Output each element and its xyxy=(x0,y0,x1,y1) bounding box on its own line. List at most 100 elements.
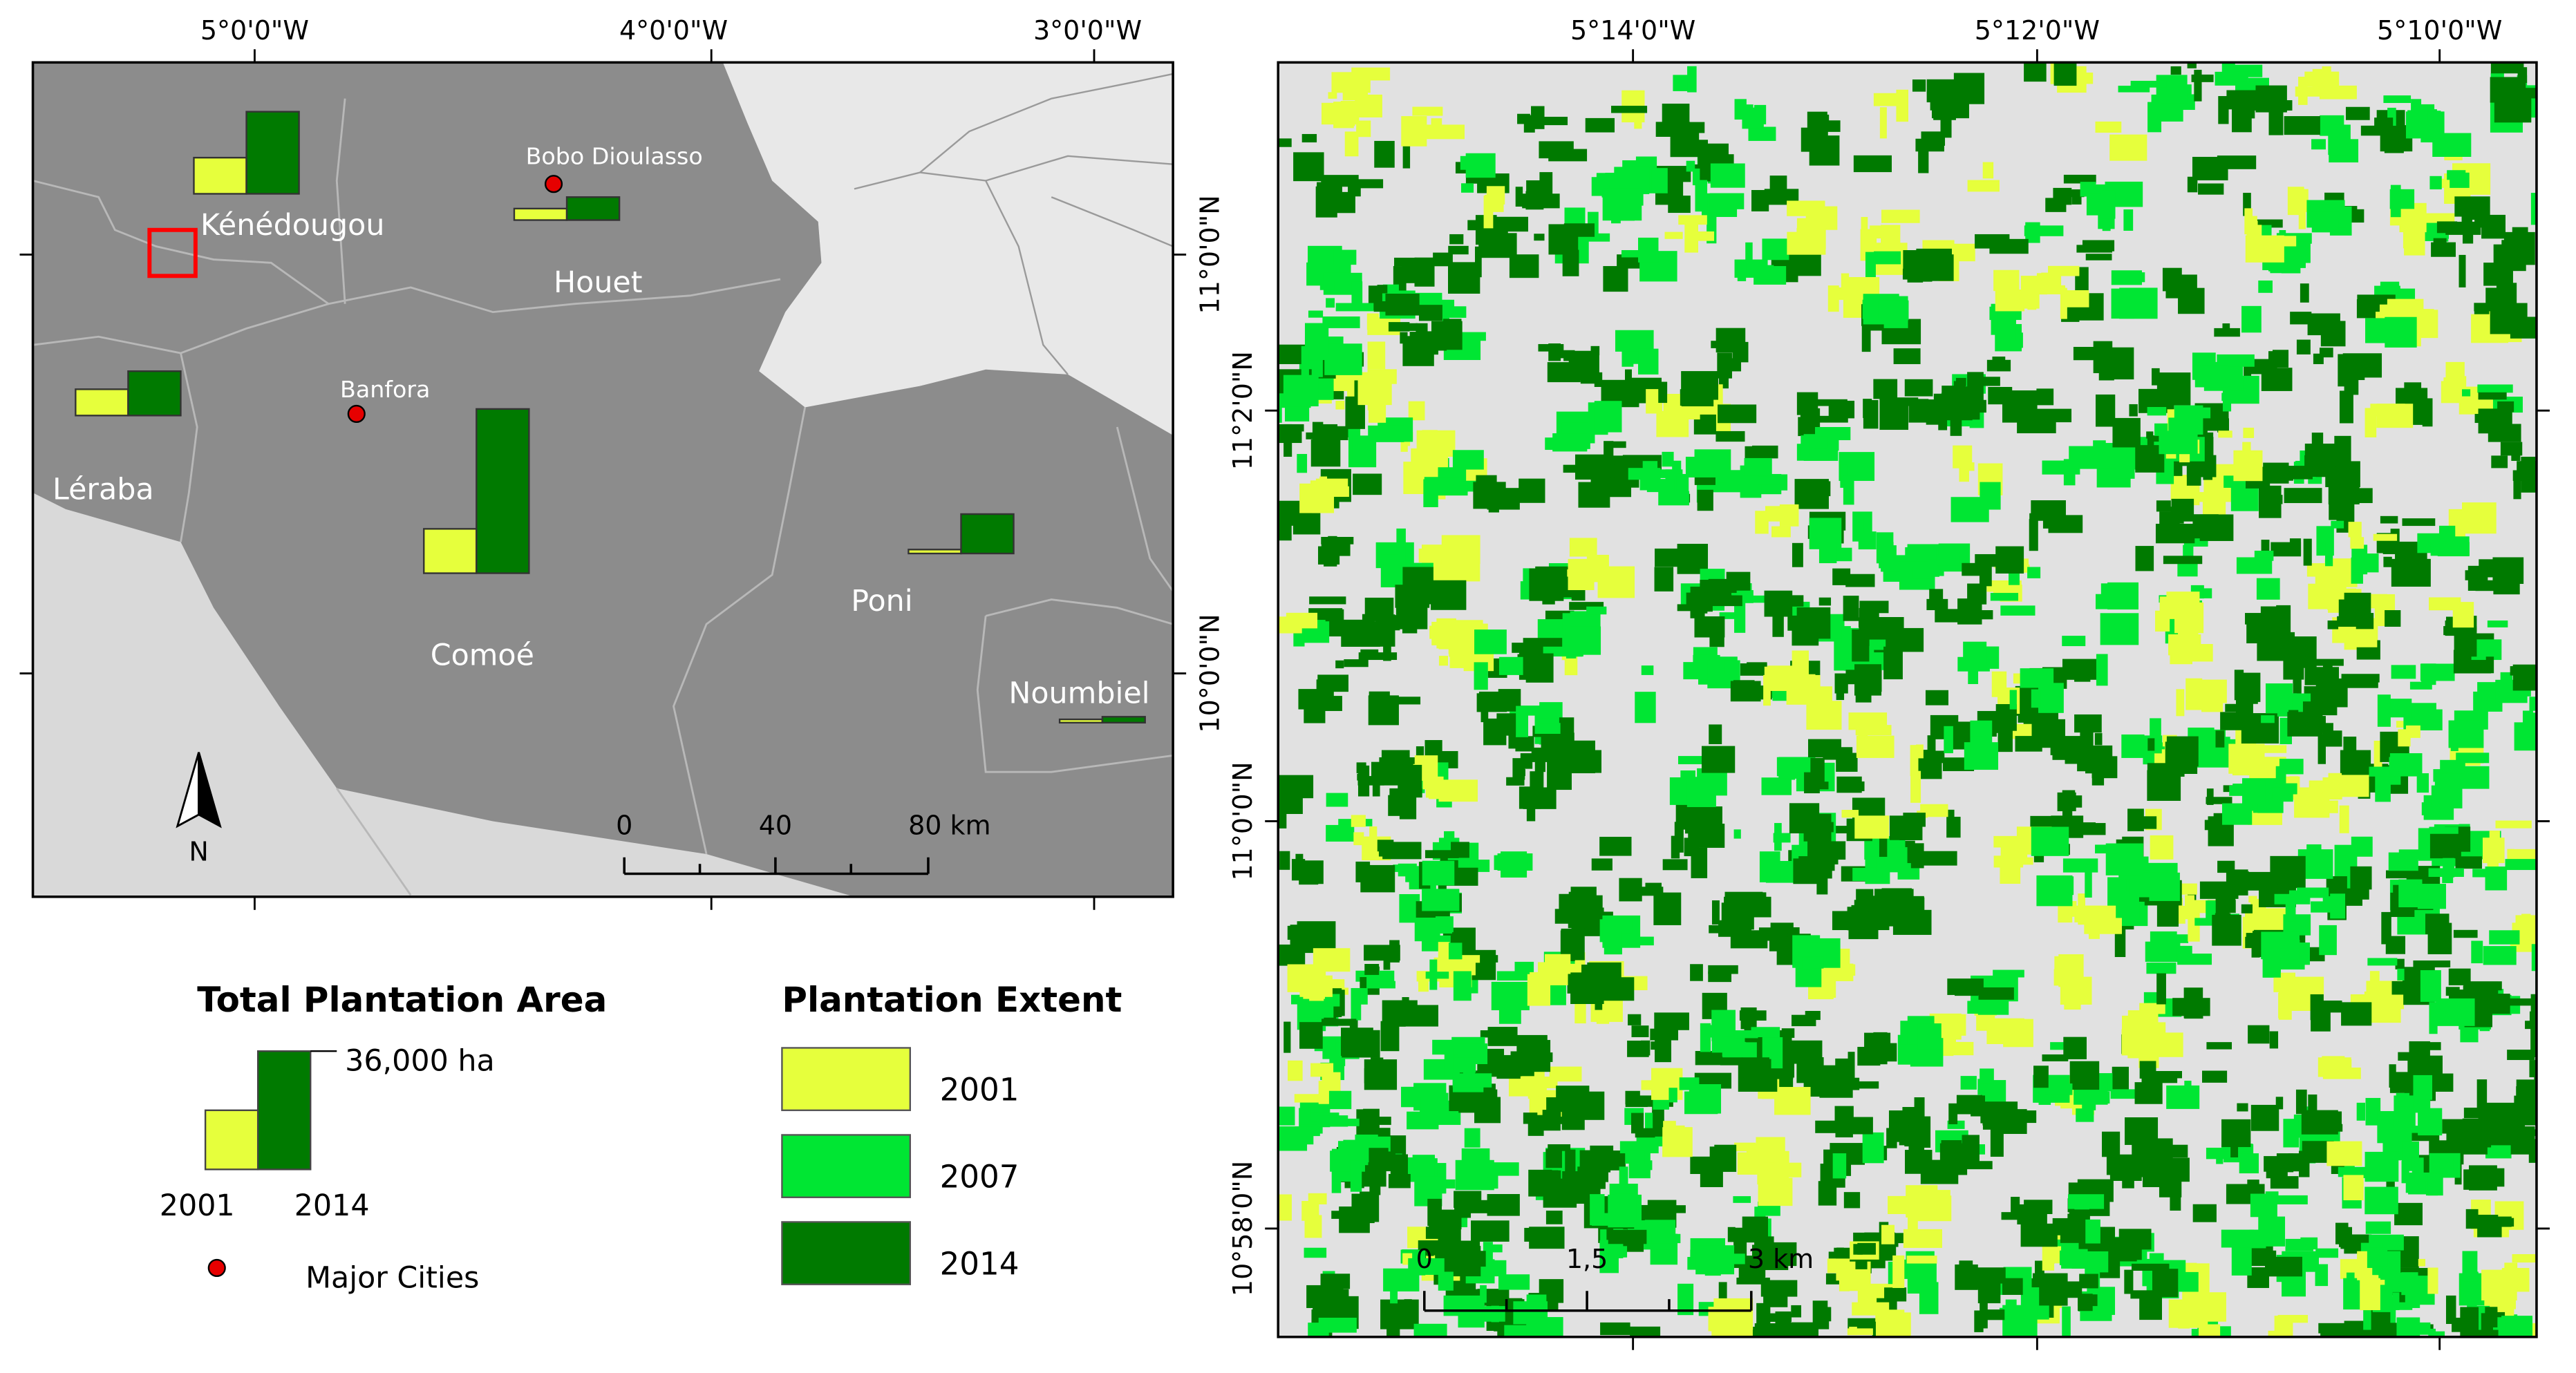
plantation-patch xyxy=(2374,117,2394,135)
plantation-patch xyxy=(2539,928,2563,952)
plantation-patch xyxy=(2111,270,2143,285)
plantation-patch xyxy=(1474,955,1498,963)
plantation-patch xyxy=(2077,748,2099,772)
plantation-patch xyxy=(1534,723,1561,734)
plantation-patch xyxy=(1631,1025,1649,1038)
plantation-patch xyxy=(1604,931,1622,955)
plantation-patch xyxy=(1689,1083,1722,1114)
plantation-patch xyxy=(2080,729,2094,746)
plantation-patch xyxy=(1519,786,1541,809)
plantation-patch xyxy=(2001,1212,2022,1220)
plantation-patch xyxy=(2162,267,2182,292)
plantation-patch xyxy=(2320,1331,2356,1337)
plantation-patch xyxy=(1722,1036,1745,1057)
plantation-patch xyxy=(2147,738,2155,751)
plantation-patch xyxy=(1328,1090,1352,1110)
plantation-patch xyxy=(2156,973,2166,1005)
plantation-patch xyxy=(1373,1066,1388,1078)
plantation-patch xyxy=(1963,641,1987,666)
plantation-patch xyxy=(1881,1224,1895,1244)
plantation-patch xyxy=(2237,1103,2248,1112)
lon-label: 3°0'0"W xyxy=(1033,15,1142,46)
plantation-patch xyxy=(1685,457,1718,477)
plantation-patch xyxy=(2334,775,2369,797)
plantation-patch xyxy=(1653,892,1682,925)
plantation-patch xyxy=(1686,777,1716,808)
plantation-patch xyxy=(1324,609,1344,622)
plantation-patch xyxy=(1498,656,1523,675)
plantation-patch xyxy=(2389,753,2423,777)
plantation-patch xyxy=(2284,116,2320,135)
plantation-patch xyxy=(2476,1336,2497,1337)
plantation-patch xyxy=(1578,911,1613,920)
plantation-patch xyxy=(1445,1057,1476,1073)
plantation-patch xyxy=(2114,928,2126,958)
plantation-patch xyxy=(2489,930,2520,945)
plantation-patch xyxy=(1569,750,1602,773)
plantation-patch xyxy=(2155,1070,2182,1079)
plantation-patch xyxy=(2038,683,2064,713)
plantation-patch xyxy=(2209,739,2247,748)
plantation-patch xyxy=(1324,343,1362,375)
plantation-patch xyxy=(2297,887,2329,898)
plantation-patch xyxy=(2445,987,2460,996)
plantation-patch xyxy=(1853,1244,1863,1255)
plantation-patch xyxy=(2428,1328,2436,1337)
plantation-patch xyxy=(1658,381,1668,404)
plantation-patch xyxy=(2036,875,2073,907)
plantation-patch xyxy=(2360,1278,2380,1311)
legend-year-label: 2001 xyxy=(160,1189,235,1223)
plantation-patch xyxy=(1530,972,1562,981)
plantation-patch xyxy=(2342,353,2382,378)
plantation-patch xyxy=(2220,712,2246,730)
plantation-patch xyxy=(1569,538,1597,557)
plantation-patch xyxy=(1772,611,1784,637)
plantation-patch xyxy=(2248,809,2282,825)
plantation-patch xyxy=(1751,445,1778,459)
plantation-patch xyxy=(2301,1110,2338,1135)
plantation-patch xyxy=(2078,893,2085,925)
plantation-patch xyxy=(1545,1148,1562,1168)
plantation-patch xyxy=(2345,681,2378,688)
plantation-patch xyxy=(2194,492,2232,502)
plantation-patch xyxy=(2313,353,2324,364)
plantation-patch xyxy=(1301,133,1317,143)
plantation-patch xyxy=(1342,1030,1380,1058)
plantation-patch xyxy=(2497,401,2514,413)
plantation-patch xyxy=(1411,1347,1425,1359)
plantation-patch xyxy=(1443,1295,1483,1316)
plantation-patch xyxy=(2490,1293,2507,1309)
plantation-patch xyxy=(1431,1205,1442,1214)
plantation-patch xyxy=(2425,913,2450,934)
plantation-patch xyxy=(1947,809,1955,824)
plantation-patch xyxy=(1345,1211,1360,1222)
plantation-patch xyxy=(1751,190,1769,211)
plantation-patch xyxy=(1912,79,1926,92)
plantation-patch xyxy=(1967,372,1984,404)
plantation-patch xyxy=(1309,696,1342,711)
plantation-patch xyxy=(1401,1086,1421,1108)
plantation-patch xyxy=(2165,741,2198,774)
plantation-patch xyxy=(1655,122,1691,137)
plantation-patch xyxy=(2000,1110,2037,1124)
plantation-patch xyxy=(2304,71,2340,87)
plantation-patch xyxy=(2434,773,2464,786)
plantation-patch xyxy=(2517,461,2537,476)
plantation-patch xyxy=(2297,189,2309,212)
plantation-patch xyxy=(1350,1160,1362,1192)
plantation-patch xyxy=(2130,1290,2159,1299)
plantation-patch xyxy=(2488,424,2521,442)
plantation-patch xyxy=(2327,620,2339,629)
plantation-patch xyxy=(1865,252,1876,283)
plantation-patch xyxy=(2129,404,2138,417)
plantation-patch xyxy=(2462,222,2474,244)
plantation-patch xyxy=(1278,945,1306,966)
plantation-patch xyxy=(2020,668,2054,688)
plantation-patch xyxy=(1367,341,1386,370)
plantation-patch xyxy=(2296,339,2311,354)
plantation-patch xyxy=(1801,435,1809,457)
bar-2001 xyxy=(193,156,247,195)
plantation-patch xyxy=(1855,725,1892,736)
plantation-patch xyxy=(1402,145,1411,169)
plantation-patch xyxy=(2459,254,2466,287)
